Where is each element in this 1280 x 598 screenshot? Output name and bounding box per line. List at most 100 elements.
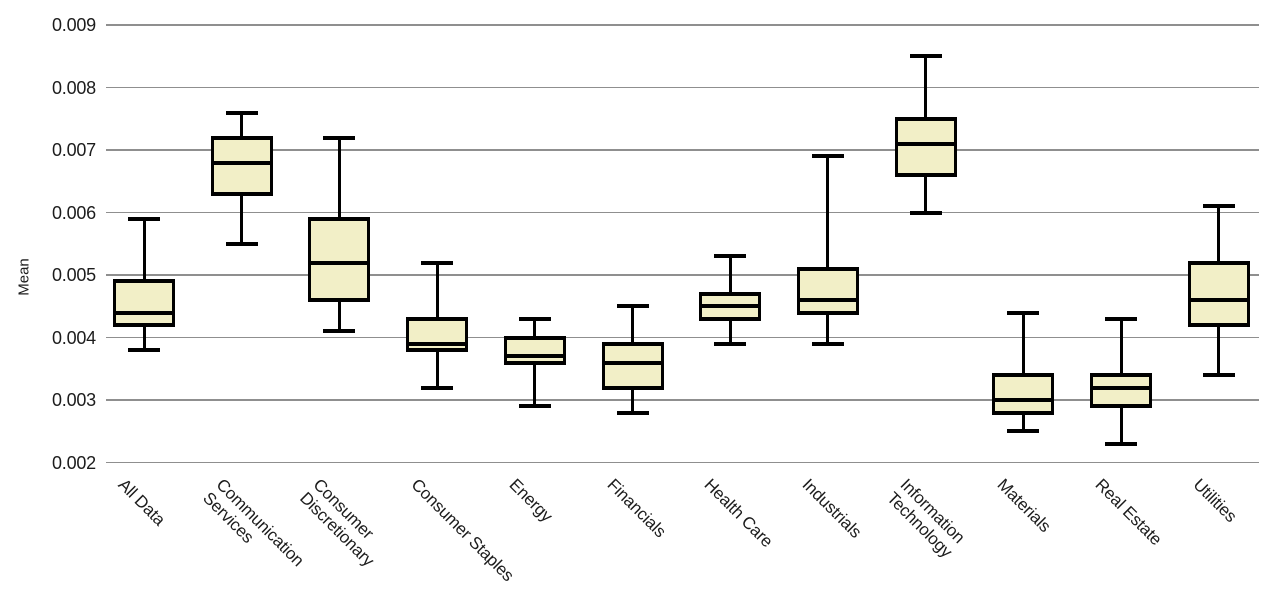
whisker-cap-top-materials [1007, 310, 1040, 315]
x-tick-label-consumer-staples: Consumer Staples [408, 475, 518, 585]
gridline [106, 274, 1259, 276]
x-tick-label-consumer-discretionary: Consumer Discretionary [297, 475, 392, 570]
whisker-lower-consumer-discretionary [337, 300, 341, 332]
x-tick-label-financials: Financials [603, 475, 669, 541]
box-information-technology [894, 116, 957, 177]
whisker-cap-top-financials [616, 304, 649, 309]
whisker-cap-top-utilities [1202, 204, 1235, 209]
whisker-upper-all-data [142, 218, 146, 282]
x-tick-label-line: Utilities [1189, 474, 1241, 526]
whisker-upper-utilities [1217, 206, 1221, 263]
median-information-technology [894, 141, 957, 146]
whisker-cap-top-energy [518, 316, 551, 321]
gridline [106, 461, 1259, 464]
whisker-cap-bottom-health-care [714, 341, 747, 346]
median-materials [992, 398, 1055, 402]
whisker-cap-bottom-real-estate [1105, 441, 1137, 446]
x-tick-label-health-care: Health Care [701, 475, 777, 551]
box-energy [503, 335, 566, 365]
box-all-data [113, 279, 175, 327]
y-tick-label: 0.003 [51, 390, 96, 410]
gridline [106, 336, 1259, 339]
x-tick-label-line: Materials [993, 474, 1055, 536]
whisker-upper-communication-services [240, 112, 244, 138]
box-consumer-staples [406, 316, 469, 352]
x-tick-label-line: Energy [505, 474, 557, 526]
median-energy [503, 354, 566, 359]
whisker-cap-top-health-care [714, 254, 747, 259]
median-industrials [796, 298, 859, 302]
box-communication-services [210, 135, 273, 196]
whisker-cap-top-consumer-discretionary [323, 135, 356, 140]
gridline [106, 86, 1259, 89]
whisker-cap-bottom-materials [1007, 429, 1040, 434]
whisker-cap-bottom-information-technology [909, 210, 942, 215]
whisker-lower-consumer-staples [435, 350, 439, 388]
y-tick-label: 0.002 [51, 452, 96, 473]
median-financials [601, 360, 664, 365]
whisker-lower-materials [1021, 412, 1025, 432]
x-tick-label-industrials: Industrials [798, 475, 865, 542]
whisker-cap-bottom-communication-services [225, 241, 258, 246]
whisker-upper-health-care [728, 256, 732, 294]
gridline [106, 149, 1259, 151]
whisker-cap-top-industrials [811, 154, 844, 159]
y-tick-label: 0.005 [51, 265, 96, 285]
box-consumer-discretionary [308, 216, 371, 302]
box-industrials [796, 266, 859, 315]
whisker-lower-energy [533, 362, 537, 407]
whisker-cap-bottom-financials [616, 410, 649, 415]
x-tick-label-information-technology: Information Technology [883, 475, 969, 561]
median-health-care [699, 304, 762, 309]
whisker-lower-utilities [1217, 325, 1221, 375]
median-consumer-staples [406, 341, 469, 346]
whisker-upper-materials [1021, 312, 1025, 375]
y-tick-label: 0.009 [51, 15, 96, 35]
x-tick-label-communication-services: Communication Services [199, 475, 308, 584]
x-tick-label-line: Industrials [798, 474, 866, 542]
whisker-lower-real-estate [1119, 406, 1123, 444]
whisker-upper-financials [631, 306, 634, 344]
whisker-cap-bottom-industrials [811, 341, 844, 346]
whisker-upper-energy [533, 318, 537, 338]
whisker-cap-bottom-utilities [1202, 373, 1235, 377]
x-tick-label-line: Consumer Staples [407, 474, 518, 585]
x-tick-label-materials: Materials [994, 475, 1055, 536]
whisker-lower-industrials [826, 312, 830, 344]
median-all-data [113, 310, 175, 315]
whisker-cap-bottom-consumer-discretionary [323, 329, 356, 334]
median-utilities [1187, 298, 1250, 302]
box-materials [992, 373, 1055, 415]
x-tick-label-line: Real Estate [1091, 474, 1166, 549]
box-financials [601, 341, 664, 390]
y-tick-label: 0.006 [51, 202, 96, 223]
whisker-upper-information-technology [924, 56, 928, 119]
box-real-estate [1090, 373, 1152, 409]
x-tick-label-all-data: All Data [115, 475, 169, 529]
x-tick-label-line: Financials [603, 474, 670, 541]
whisker-cap-top-real-estate [1105, 316, 1137, 321]
whisker-upper-consumer-discretionary [337, 137, 341, 219]
median-consumer-discretionary [308, 260, 371, 265]
whisker-cap-top-information-technology [909, 54, 942, 59]
whisker-lower-financials [631, 387, 634, 413]
whisker-cap-top-consumer-staples [421, 260, 454, 265]
x-tick-label-energy: Energy [505, 475, 556, 526]
whisker-cap-bottom-all-data [128, 348, 160, 352]
whisker-lower-health-care [728, 318, 732, 344]
box-utilities [1187, 260, 1250, 327]
whisker-cap-bottom-energy [518, 404, 551, 409]
whisker-lower-communication-services [240, 193, 244, 244]
x-tick-label-real-estate: Real Estate [1092, 475, 1166, 549]
x-tick-label-utilities: Utilities [1189, 475, 1240, 526]
whisker-upper-industrials [826, 156, 830, 269]
median-real-estate [1090, 385, 1152, 390]
y-tick-label: 0.008 [51, 77, 96, 98]
whisker-lower-information-technology [924, 175, 928, 213]
median-communication-services [210, 160, 273, 165]
whisker-cap-top-communication-services [225, 110, 258, 115]
gridline [106, 211, 1259, 214]
x-tick-label-line: Health Care [700, 474, 777, 551]
whisker-lower-all-data [142, 325, 146, 350]
